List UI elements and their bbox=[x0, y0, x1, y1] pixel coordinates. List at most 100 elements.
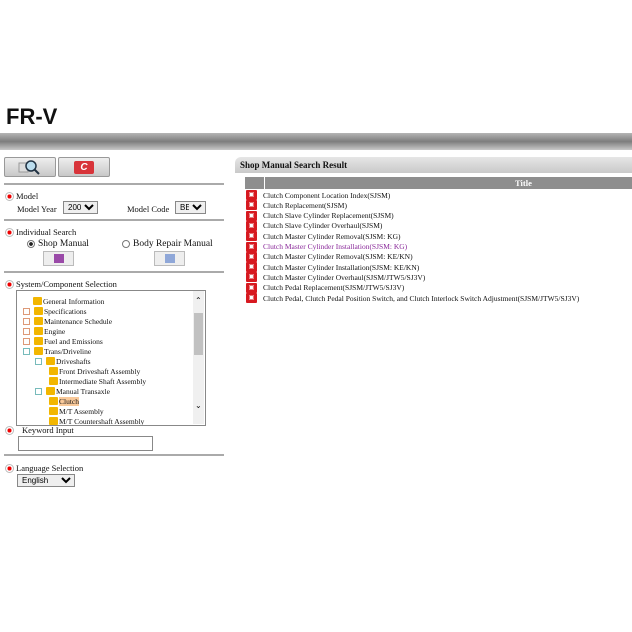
folder-icon bbox=[49, 397, 58, 405]
expand-icon[interactable] bbox=[23, 317, 30, 325]
tree-node[interactable]: Driveshafts bbox=[35, 356, 91, 366]
result-link[interactable]: Clutch Slave Cylinder Overhaul(SJSM) bbox=[263, 221, 383, 231]
result-link[interactable]: Clutch Master Cylinder Installation(SJSM… bbox=[263, 242, 408, 251]
language-select[interactable]: English bbox=[17, 474, 75, 487]
tree-scrollbar[interactable]: ⌃ ⌄ bbox=[193, 291, 204, 424]
tree-node-label: M/T Assembly bbox=[59, 406, 104, 416]
tree-node[interactable]: M/T Assembly bbox=[49, 406, 104, 416]
body-repair-label: Body Repair Manual bbox=[133, 239, 213, 249]
collapse-icon[interactable] bbox=[23, 347, 30, 355]
result-row[interactable]: ▣ Clutch Master Cylinder Removal(SJSM: KE… bbox=[246, 251, 413, 262]
keyword-input[interactable] bbox=[18, 436, 153, 451]
folder-icon bbox=[34, 307, 43, 315]
tree-node-label: Front Driveshaft Assembly bbox=[59, 366, 141, 376]
scroll-thumb[interactable] bbox=[194, 313, 203, 355]
magnifier-icon bbox=[18, 160, 40, 175]
folder-icon bbox=[33, 297, 42, 305]
tree-node-label: General Information bbox=[43, 296, 105, 306]
keyword-section: Keyword Input bbox=[5, 425, 74, 435]
result-row[interactable]: ▣ Clutch Component Location Index(SJSM) bbox=[246, 190, 390, 200]
folder-icon bbox=[49, 377, 58, 385]
result-row[interactable]: ▣ Clutch Master Cylinder Installation(SJS… bbox=[246, 241, 408, 252]
language-label: Language Selection bbox=[16, 463, 84, 473]
result-link[interactable]: Clutch Component Location Index(SJSM) bbox=[263, 190, 391, 200]
body-repair-radio[interactable]: Body Repair Manual bbox=[122, 239, 213, 249]
folder-icon bbox=[49, 367, 58, 375]
pdf-icon: ▣ bbox=[246, 210, 257, 221]
pdf-icon: ▣ bbox=[246, 241, 257, 252]
model-code-select[interactable]: BE1 bbox=[175, 201, 206, 214]
result-row[interactable]: ▣ Clutch Pedal, Clutch Pedal Position Swi… bbox=[246, 293, 579, 303]
divider bbox=[4, 219, 224, 221]
result-link[interactable]: Clutch Slave Cylinder Replacement(SJSM) bbox=[263, 211, 394, 221]
result-link[interactable]: Clutch Master Cylinder Overhaul(SJSM/JTW… bbox=[263, 272, 426, 282]
shop-manual-label: Shop Manual bbox=[38, 239, 89, 249]
result-row[interactable]: ▣ Clutch Master Cylinder Installation(SJS… bbox=[246, 262, 420, 273]
tree-node[interactable]: Front Driveshaft Assembly bbox=[49, 366, 140, 376]
book-icon bbox=[53, 254, 64, 263]
tree-node[interactable]: Manual Transaxle bbox=[35, 386, 110, 396]
tree-node[interactable]: Engine bbox=[23, 326, 65, 336]
result-row[interactable]: ▣ Clutch Master Cylinder Overhaul(SJSM/JT… bbox=[246, 272, 426, 283]
model-year-select[interactable]: 2005 bbox=[63, 201, 98, 214]
model-section: Model bbox=[5, 191, 38, 201]
collapse-icon[interactable] bbox=[35, 387, 42, 395]
tree-node-label: Trans/Driveline bbox=[44, 346, 92, 356]
result-link[interactable]: Clutch Master Cylinder Removal(SJSM: KE/… bbox=[263, 252, 413, 262]
tree-node[interactable]: General Information bbox=[23, 296, 104, 306]
language-section: Language Selection bbox=[5, 463, 83, 473]
result-link[interactable]: Clutch Pedal Replacement(SJSM/JTW5/SJ3V) bbox=[263, 283, 405, 293]
clear-button[interactable]: C bbox=[58, 157, 110, 177]
body-repair-open-button[interactable] bbox=[154, 251, 185, 266]
result-row[interactable]: ▣ Clutch Slave Cylinder Overhaul(SJSM) bbox=[246, 220, 383, 231]
tree-node-label: Driveshafts bbox=[56, 356, 91, 366]
pdf-icon: ▣ bbox=[246, 251, 257, 262]
tree-node[interactable]: M/T Countershaft Assembly bbox=[49, 416, 144, 425]
individual-search-section: Individual Search bbox=[5, 227, 76, 237]
pdf-icon: ▣ bbox=[246, 220, 257, 231]
result-row[interactable]: ▣ Clutch Replacement(SJSM) bbox=[246, 200, 347, 211]
tree-node[interactable]: Fuel and Emissions bbox=[23, 336, 103, 346]
shop-manual-radio[interactable]: Shop Manual bbox=[27, 239, 89, 249]
tree-node[interactable]: Intermediate Shaft Assembly bbox=[49, 376, 146, 386]
book-icon bbox=[164, 254, 175, 263]
tree-node-label: Maintenance Schedule bbox=[44, 316, 113, 326]
folder-icon bbox=[34, 347, 43, 355]
folder-icon bbox=[34, 317, 43, 325]
expand-icon[interactable] bbox=[23, 307, 30, 315]
result-link[interactable]: Clutch Replacement(SJSM) bbox=[263, 200, 347, 210]
header-band bbox=[0, 133, 632, 150]
result-link[interactable]: Clutch Master Cylinder Installation(SJSM… bbox=[263, 262, 420, 272]
bullet-icon bbox=[5, 463, 14, 473]
tree-node[interactable]: Trans/Driveline bbox=[23, 346, 91, 356]
expand-icon[interactable] bbox=[23, 327, 30, 335]
scroll-up-icon[interactable]: ⌃ bbox=[195, 296, 202, 305]
result-row[interactable]: ▣ Clutch Master Cylinder Removal(SJSM: KG… bbox=[246, 231, 401, 242]
scroll-down-icon[interactable]: ⌄ bbox=[195, 401, 202, 410]
bullet-icon bbox=[5, 191, 14, 201]
tree-node-label: Specifications bbox=[44, 306, 87, 316]
result-link[interactable]: Clutch Pedal, Clutch Pedal Position Swit… bbox=[263, 293, 580, 303]
pdf-icon: ▣ bbox=[246, 231, 257, 242]
result-row[interactable]: ▣ Clutch Slave Cylinder Replacement(SJSM) bbox=[246, 210, 394, 221]
pdf-icon: ▣ bbox=[246, 200, 257, 211]
divider bbox=[4, 271, 224, 273]
result-row[interactable]: ▣ Clutch Pedal Replacement(SJSM/JTW5/SJ3V… bbox=[246, 282, 405, 293]
result-link[interactable]: Clutch Master Cylinder Removal(SJSM: KG) bbox=[263, 231, 401, 241]
tree-node[interactable]: Specifications bbox=[23, 306, 87, 316]
tree-node[interactable]: Maintenance Schedule bbox=[23, 316, 112, 326]
results-heading: Shop Manual Search Result bbox=[235, 157, 632, 173]
collapse-icon[interactable] bbox=[35, 357, 42, 365]
component-tree[interactable]: General Information Specifications Mainten… bbox=[16, 290, 206, 426]
system-section: System/Component Selection bbox=[5, 279, 117, 289]
column-title[interactable]: Title bbox=[515, 178, 532, 188]
tree-node-label: Intermediate Shaft Assembly bbox=[59, 376, 147, 386]
model-label: Model bbox=[16, 191, 39, 201]
shop-manual-open-button[interactable] bbox=[43, 251, 74, 266]
bullet-icon bbox=[5, 279, 14, 289]
tree-node[interactable]: Clutch bbox=[49, 396, 79, 406]
system-label: System/Component Selection bbox=[16, 279, 117, 289]
search-button[interactable] bbox=[4, 157, 56, 177]
expand-icon[interactable] bbox=[23, 337, 30, 345]
folder-icon bbox=[46, 387, 55, 395]
